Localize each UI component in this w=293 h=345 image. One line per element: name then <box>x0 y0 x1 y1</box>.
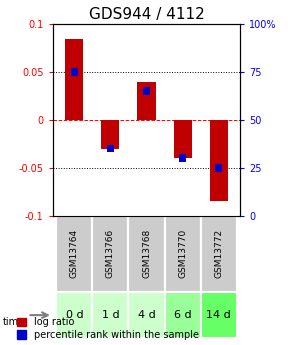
Bar <box>71 68 78 76</box>
Bar <box>101 120 120 149</box>
Text: time: time <box>3 317 25 326</box>
Text: GSM13770: GSM13770 <box>178 229 187 278</box>
FancyBboxPatch shape <box>201 216 237 292</box>
Text: 14 d: 14 d <box>206 310 231 320</box>
Bar <box>107 145 114 152</box>
Bar <box>137 81 156 120</box>
Text: GSM13768: GSM13768 <box>142 229 151 278</box>
Text: 0 d: 0 d <box>66 310 83 320</box>
FancyBboxPatch shape <box>92 216 128 292</box>
FancyBboxPatch shape <box>56 292 92 338</box>
Text: 6 d: 6 d <box>174 310 191 320</box>
Text: GSM13772: GSM13772 <box>214 229 223 278</box>
Bar <box>173 120 192 158</box>
Title: GDS944 / 4112: GDS944 / 4112 <box>88 7 205 22</box>
FancyBboxPatch shape <box>92 292 128 338</box>
FancyBboxPatch shape <box>128 292 165 338</box>
FancyBboxPatch shape <box>165 216 201 292</box>
Bar <box>143 87 150 95</box>
Legend: log ratio, percentile rank within the sample: log ratio, percentile rank within the sa… <box>17 317 199 340</box>
Bar <box>179 154 186 162</box>
Text: 1 d: 1 d <box>102 310 119 320</box>
Bar <box>209 120 228 201</box>
FancyBboxPatch shape <box>56 216 92 292</box>
Bar <box>215 164 222 171</box>
Text: 4 d: 4 d <box>138 310 155 320</box>
Bar <box>65 39 84 120</box>
FancyBboxPatch shape <box>128 216 165 292</box>
FancyBboxPatch shape <box>165 292 201 338</box>
FancyBboxPatch shape <box>201 292 237 338</box>
Text: GSM13766: GSM13766 <box>106 229 115 278</box>
Text: GSM13764: GSM13764 <box>70 229 79 278</box>
